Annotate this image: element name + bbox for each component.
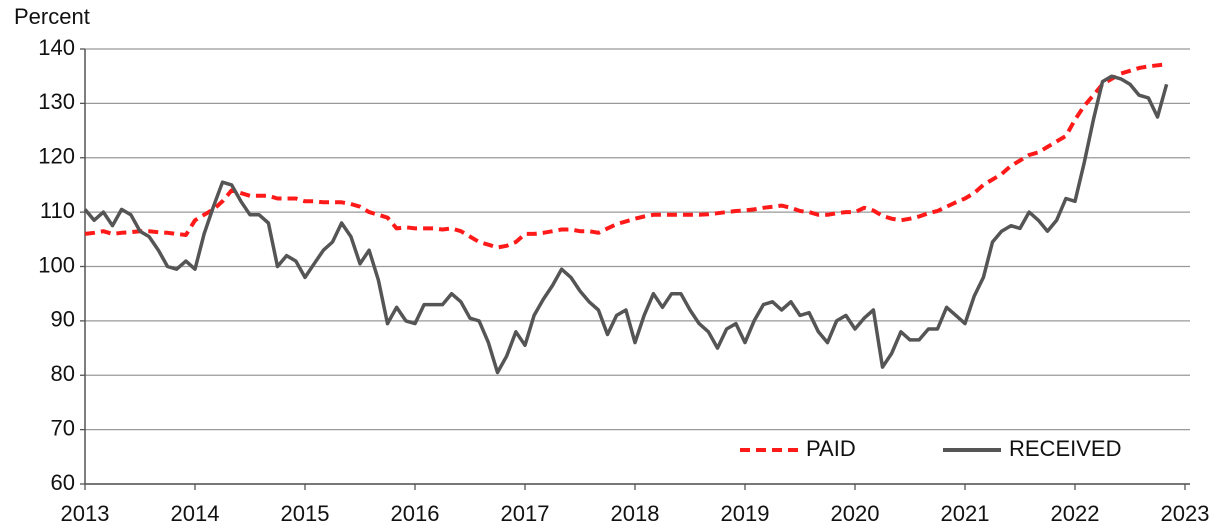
- x-tick-label: 2018: [611, 501, 660, 526]
- x-tick-label: 2016: [391, 501, 440, 526]
- legend-label: PAID: [806, 436, 856, 461]
- y-tick-label: 130: [38, 89, 75, 114]
- x-tick-label: 2020: [831, 501, 880, 526]
- x-tick-label: 2015: [281, 501, 330, 526]
- x-tick-label: 2014: [171, 501, 220, 526]
- series-line: [84, 62, 1167, 250]
- y-tick-label: 70: [51, 415, 75, 440]
- x-tick-label: 2017: [501, 501, 550, 526]
- x-tick-label: 2023: [1161, 501, 1210, 526]
- y-tick-label: 100: [38, 252, 75, 277]
- x-tick-label: 2022: [1051, 501, 1100, 526]
- y-tick-label: 140: [38, 35, 75, 60]
- y-tick-label: 110: [40, 198, 75, 223]
- series-line: [83, 74, 1169, 375]
- x-tick-label: 2019: [721, 501, 770, 526]
- x-tick-label: 2021: [941, 501, 990, 526]
- legend-label: RECEIVED: [1009, 436, 1121, 461]
- y-tick-label: 80: [51, 361, 75, 386]
- y-tick-label: 60: [51, 470, 75, 495]
- x-tick-label: 2013: [61, 501, 110, 526]
- y-tick-label: 90: [51, 307, 75, 332]
- y-tick-label: 120: [38, 144, 75, 169]
- y-axis-label: Percent: [14, 4, 90, 29]
